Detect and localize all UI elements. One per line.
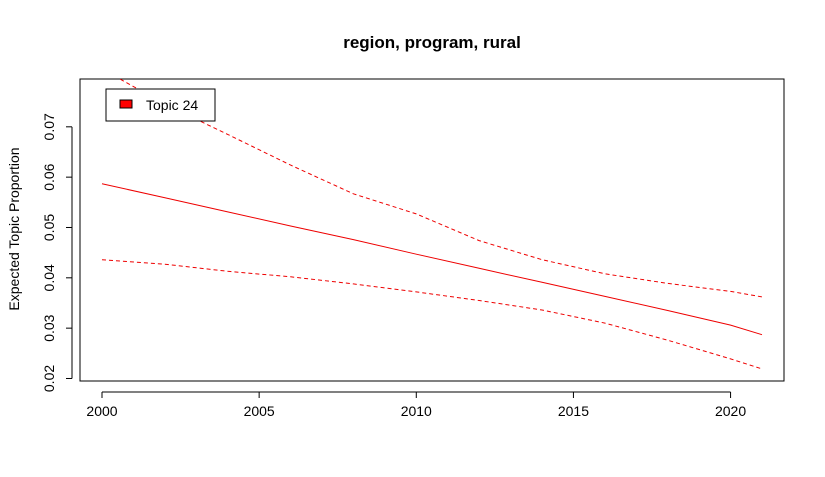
upper-line xyxy=(118,79,763,298)
x-tick-label: 2020 xyxy=(715,403,746,419)
lower-line xyxy=(101,259,763,370)
y-tick-label: 0.05 xyxy=(41,214,57,241)
legend-swatch xyxy=(119,99,133,109)
estimate-line xyxy=(101,183,763,336)
x-tick-label: 2015 xyxy=(558,403,589,419)
y-axis-label: Expected Topic Proportion xyxy=(6,147,22,310)
x-tick-label: 2010 xyxy=(401,403,432,419)
x-tick-label: 2000 xyxy=(86,403,117,419)
y-tick-label: 0.03 xyxy=(41,314,57,341)
plot-frame xyxy=(79,78,785,382)
y-tick-label: 0.06 xyxy=(41,163,57,190)
chart-title: region, program, rural xyxy=(343,33,521,52)
y-tick-label: 0.04 xyxy=(41,264,57,291)
x-tick-label: 2005 xyxy=(244,403,275,419)
y-tick-label: 0.07 xyxy=(41,113,57,140)
series-layer xyxy=(101,79,763,370)
legend: Topic 24 xyxy=(105,88,216,122)
y-tick-label: 0.02 xyxy=(41,365,57,392)
axes: 2000 2005 2010 2015 2020 0.02 0.03 0.04 0.05 0.06… xyxy=(41,113,746,419)
legend-label: Topic 24 xyxy=(146,97,198,113)
